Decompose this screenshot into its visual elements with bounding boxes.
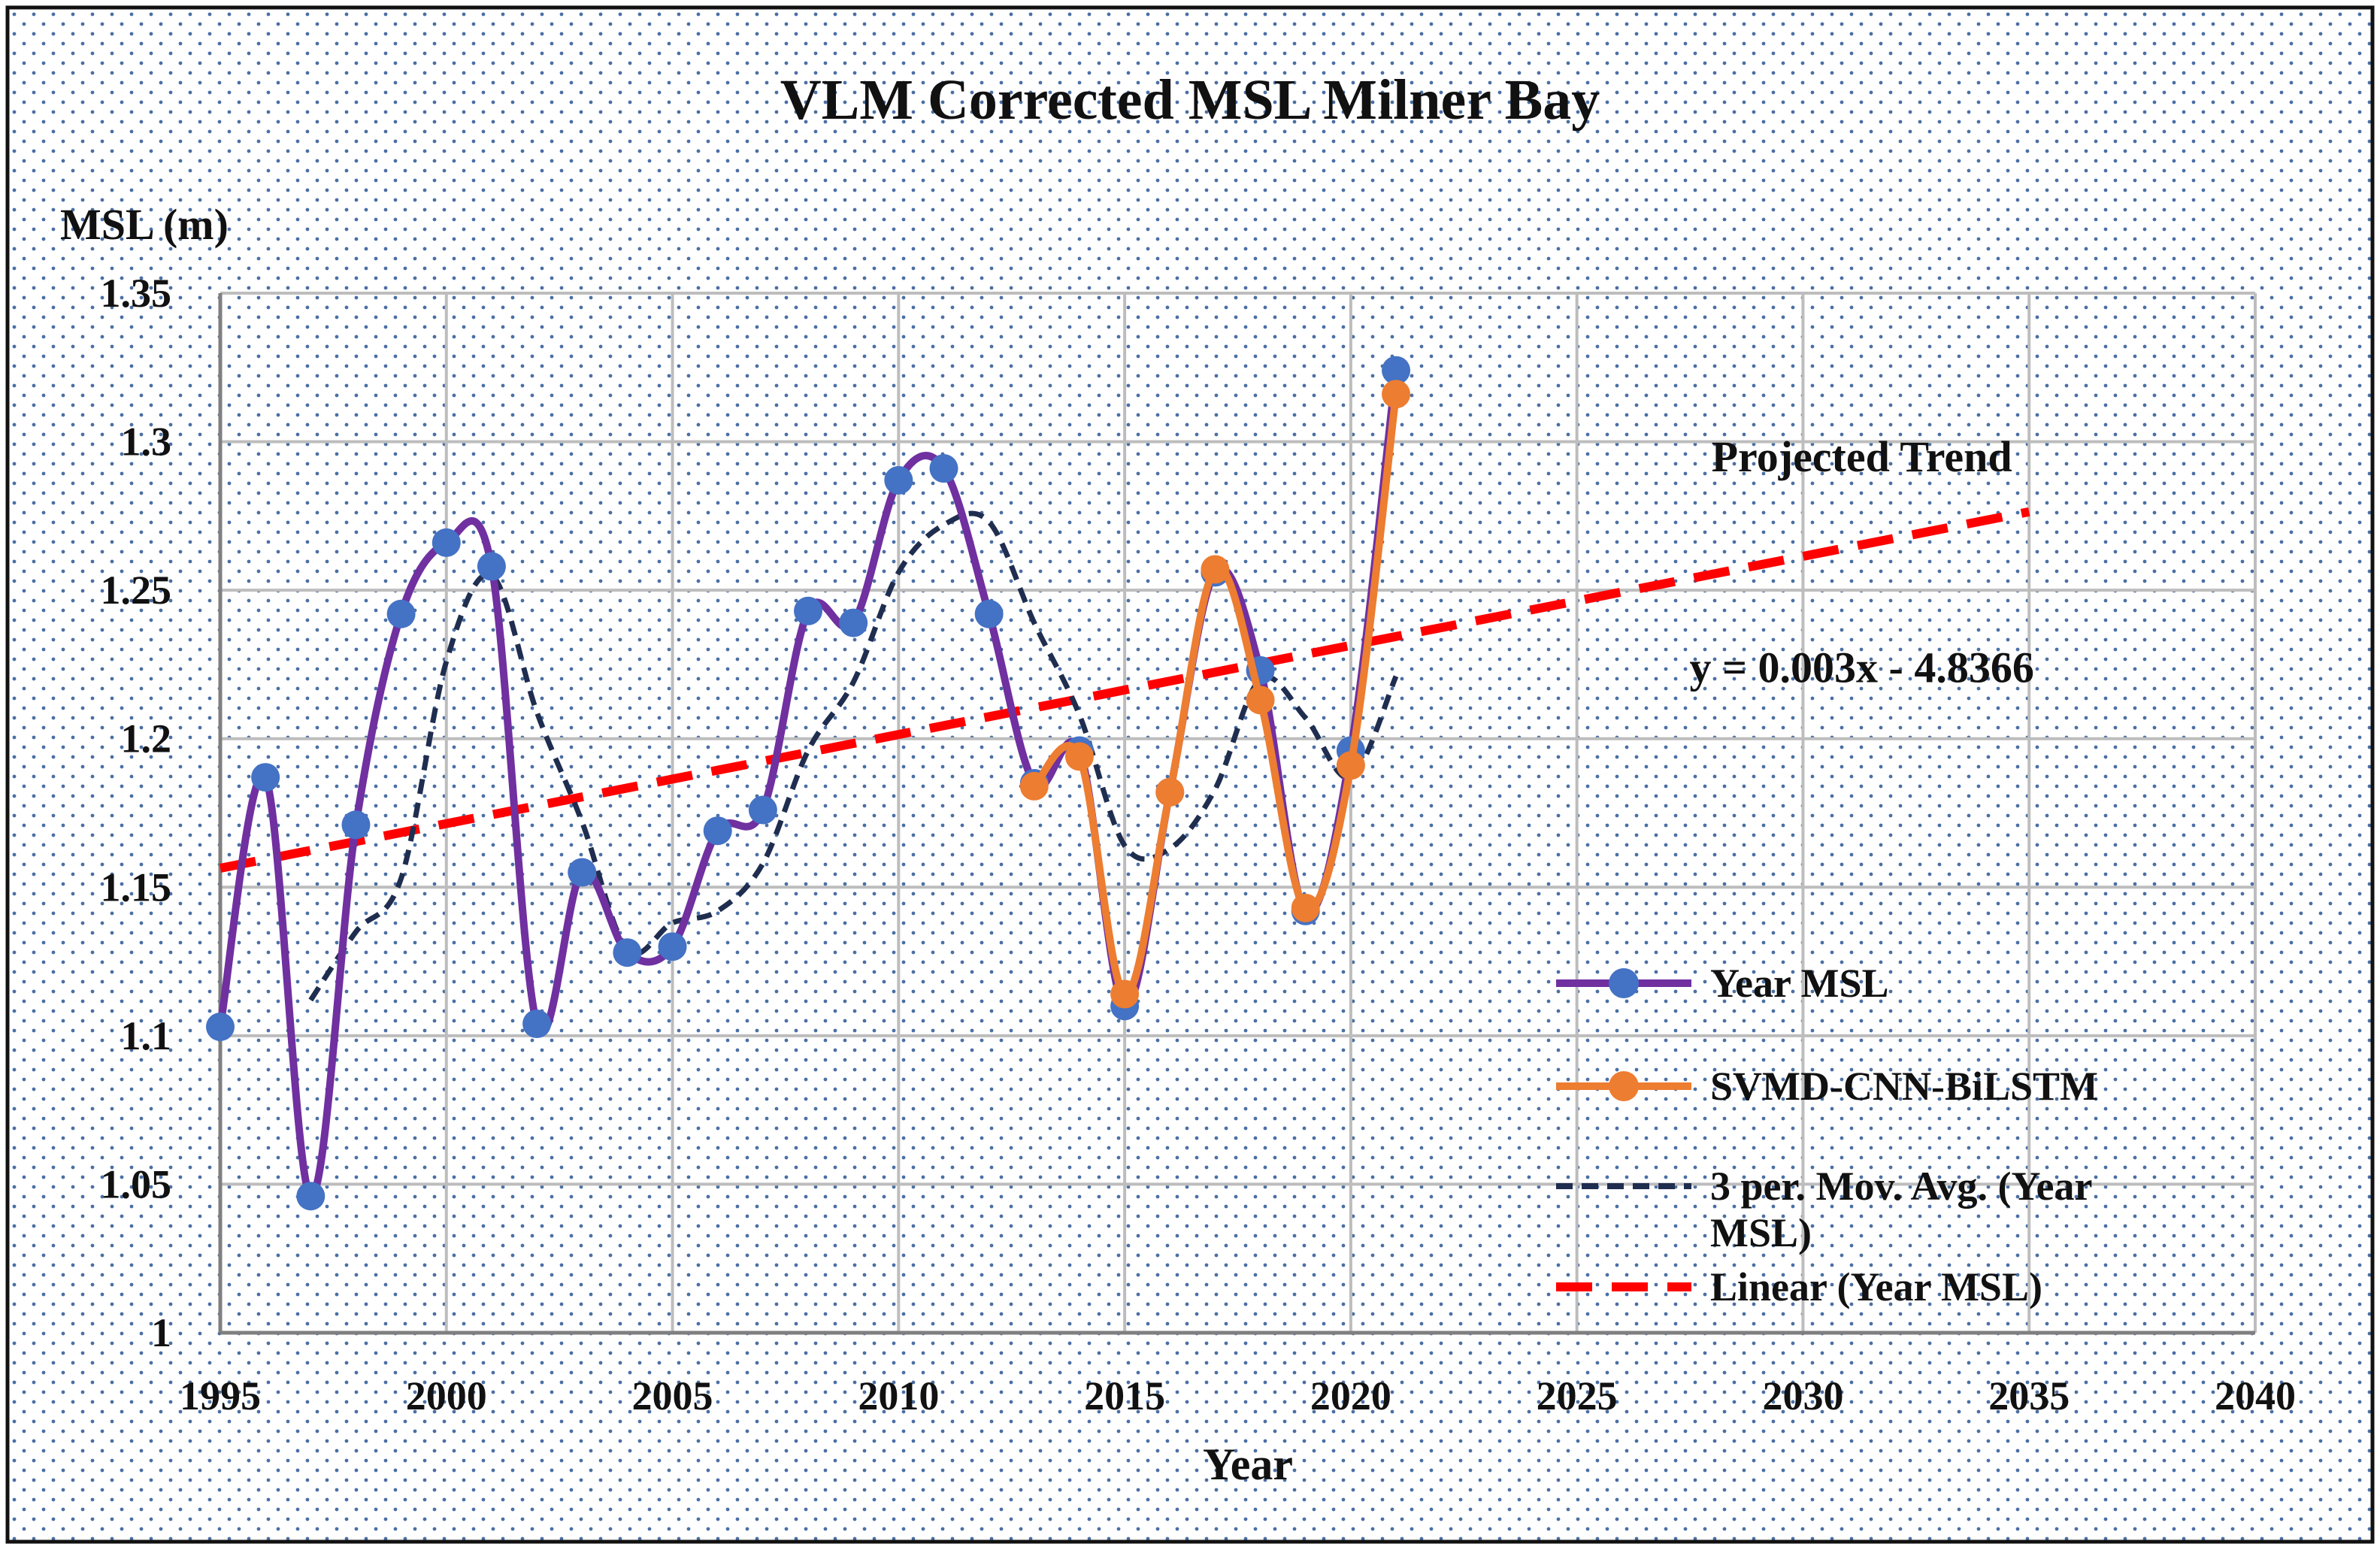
- year-msl-point: [386, 599, 416, 628]
- svmd-cnn-bilstm-point: [1291, 893, 1320, 922]
- year-msl-point: [839, 608, 868, 637]
- annotation-trend-equation: y = 0.003x - 4.8366: [1689, 643, 2033, 692]
- x-tick-label: 1995: [180, 1373, 261, 1418]
- y-tick-label: 1.35: [101, 271, 172, 316]
- year-msl-point: [296, 1182, 326, 1211]
- svmd-cnn-bilstm-point: [1019, 771, 1049, 801]
- x-tick-label: 2030: [1762, 1373, 1843, 1418]
- chart-title: VLM Corrected MSL Milner Bay: [780, 68, 1600, 132]
- svmd-cnn-bilstm-point: [1064, 742, 1094, 771]
- legend: Year MSL SVMD-CNN-BiLSTM 3 per. Mov. Avg…: [1556, 961, 2102, 1309]
- axes: [218, 293, 2255, 1335]
- svmd-cnn-bilstm-point: [1110, 979, 1140, 1009]
- y-tick-label: 1: [151, 1310, 171, 1355]
- x-tick-label: 2000: [406, 1373, 487, 1418]
- y-tick-label: 1.1: [121, 1013, 172, 1058]
- x-tick-label: 2025: [1537, 1373, 1618, 1418]
- x-axis-label: Year: [1203, 1439, 1293, 1489]
- year-msl-point: [431, 528, 461, 557]
- y-tick-label: 1.15: [101, 864, 172, 910]
- year-msl-point: [703, 816, 732, 846]
- legend-label-linear: Linear (Year MSL): [1710, 1264, 2042, 1309]
- legend-label-year-msl: Year MSL: [1710, 961, 1889, 1006]
- year-msl-point: [929, 454, 958, 483]
- year-msl-point: [613, 938, 642, 967]
- year-msl-point: [251, 763, 280, 792]
- year-msl-point: [206, 1013, 235, 1042]
- year-msl-point: [522, 1010, 552, 1039]
- x-tick-label: 2015: [1084, 1373, 1165, 1418]
- y-tick-label: 1.2: [121, 716, 172, 761]
- y-tick-label: 1.25: [101, 568, 172, 613]
- year-msl-point: [568, 858, 597, 887]
- annotations: Projected Trend y = 0.003x - 4.8366: [1689, 432, 2033, 692]
- year-msl-point: [794, 596, 823, 625]
- series-linear-trend: [219, 507, 2030, 873]
- year-msl-point: [341, 810, 371, 840]
- chart-border: [5, 5, 2375, 1544]
- year-msl-point: [884, 465, 913, 495]
- year-msl-point: [477, 552, 506, 581]
- legend-label-svmd: SVMD-CNN-BiLSTM: [1710, 1064, 2098, 1109]
- x-tick-label: 2035: [1988, 1373, 2070, 1418]
- x-tick-label: 2005: [632, 1373, 713, 1418]
- dotted-pattern: [8, 8, 2372, 1542]
- year-msl-point: [974, 599, 1004, 628]
- year-msl-point: [658, 932, 687, 961]
- y-tick-label: 1.05: [101, 1161, 172, 1206]
- tick-labels: 1995 2000 2005 2010 2015 2020 2025 2030 2035 2040…: [101, 271, 2297, 1418]
- x-tick-label: 2020: [1310, 1373, 1391, 1418]
- y-tick-label: 1.3: [121, 419, 172, 465]
- legend-label-moving-average: 3 per. Mov. Avg. (Year MSL): [1710, 1164, 2102, 1255]
- x-tick-label: 2040: [2215, 1373, 2296, 1418]
- annotation-projected-trend: Projected Trend: [1712, 432, 2012, 481]
- svmd-cnn-bilstm-point: [1201, 555, 1230, 584]
- svmd-cnn-bilstm-point: [1382, 380, 1411, 409]
- legend-marker-year-msl: [1609, 968, 1639, 998]
- year-msl-point: [748, 795, 777, 825]
- legend-marker-svmd: [1609, 1071, 1639, 1101]
- x-tick-label: 2010: [858, 1373, 939, 1418]
- y-axis-label: MSL (m): [60, 200, 229, 249]
- series-moving-average: [308, 510, 1399, 1002]
- svmd-cnn-bilstm-point: [1155, 777, 1185, 807]
- svmd-cnn-bilstm-point: [1336, 751, 1365, 780]
- year-msl-point: [1382, 356, 1411, 385]
- markers-layer: [206, 356, 1411, 1211]
- svmd-cnn-bilstm-point: [1246, 686, 1275, 715]
